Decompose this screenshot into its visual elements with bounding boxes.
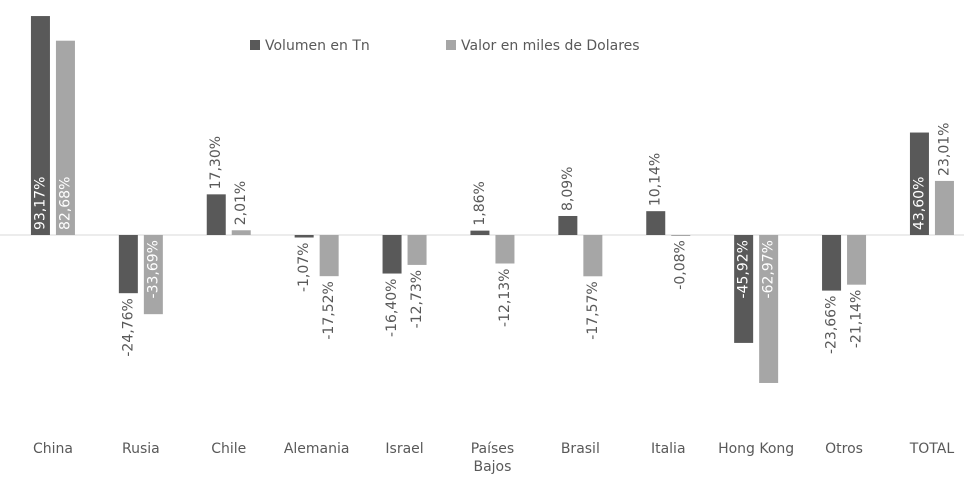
bar [759, 235, 779, 383]
data-label: -33,69% [145, 240, 161, 298]
bar [671, 235, 691, 236]
x-tick-label: Otros [825, 441, 863, 457]
bar [558, 215, 578, 235]
data-label: -62,97% [761, 240, 777, 298]
data-label: -45,92% [736, 240, 752, 298]
data-label: -1,07% [296, 243, 312, 293]
bar [646, 211, 666, 235]
bar [934, 180, 954, 235]
bar [583, 235, 603, 277]
bar [319, 235, 339, 277]
data-label: -17,52% [321, 281, 337, 339]
data-label: -21,14% [849, 290, 865, 348]
x-tick-label: Alemania [283, 441, 350, 457]
x-tick-label: TOTAL [909, 441, 955, 457]
bar [55, 40, 75, 236]
bar [734, 235, 754, 343]
data-label: -23,66% [824, 296, 840, 354]
bar [294, 235, 314, 238]
bar [407, 235, 427, 265]
data-label: 82,68% [57, 177, 73, 230]
data-label: 8,09% [560, 167, 576, 211]
x-tick-label: Chile [211, 441, 247, 457]
bar [822, 235, 842, 291]
data-label: 2,01% [233, 181, 249, 225]
bar [382, 235, 402, 274]
data-label: 43,60% [911, 177, 927, 230]
bar [909, 132, 929, 235]
x-tick-label: Países Bajos [470, 441, 515, 475]
data-label: 1,86% [472, 181, 488, 225]
data-label: -12,13% [497, 269, 513, 327]
x-tick-label: Israel [385, 441, 424, 457]
bar [495, 235, 515, 264]
x-tick-label: China [32, 441, 73, 457]
bar [118, 235, 138, 294]
bar [470, 230, 490, 235]
legend-swatch [250, 40, 260, 50]
bar [847, 235, 867, 285]
legend-label: Valor en miles de Dolares [461, 38, 640, 54]
data-label: -0,08% [673, 240, 689, 290]
data-label: 17,30% [208, 136, 224, 189]
x-tick-label: Rusia [121, 441, 160, 457]
bar [206, 194, 226, 235]
data-label: 10,14% [648, 153, 664, 206]
bar [143, 235, 163, 315]
data-label: -24,76% [120, 298, 136, 356]
x-tick-label: Italia [650, 441, 686, 457]
legend-swatch [446, 40, 456, 50]
data-label: -16,40% [384, 279, 400, 337]
x-tick-label: Brasil [560, 441, 600, 457]
data-label: -17,57% [585, 281, 601, 339]
x-tick-label: Hong Kong [718, 441, 795, 457]
data-label: -12,73% [409, 270, 425, 328]
data-label: 23,01% [936, 123, 952, 176]
bar [30, 16, 50, 235]
data-label: 93,17% [32, 177, 48, 230]
legend-label: Volumen en Tn [265, 38, 370, 54]
bar [231, 230, 251, 235]
